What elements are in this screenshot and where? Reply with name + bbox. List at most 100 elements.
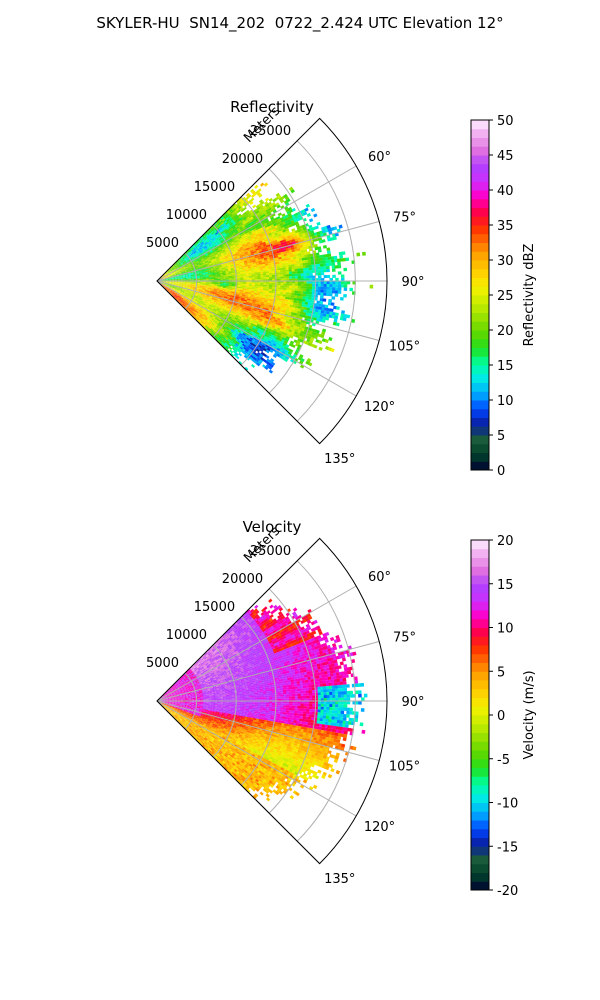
- radar-cell: [305, 203, 310, 208]
- radar-cell: [166, 271, 170, 275]
- radar-cell: [168, 270, 172, 273]
- radar-cell: [199, 272, 204, 275]
- radar-cell: [185, 265, 189, 268]
- radar-cell: [196, 254, 200, 258]
- radar-cell: [188, 275, 192, 277]
- radar-cell: [173, 266, 177, 270]
- radar-cell: [162, 281, 167, 283]
- radar-cell: [331, 262, 336, 266]
- radar-cell: [196, 273, 201, 275]
- radar-cell: [199, 276, 204, 278]
- radar-cell: [188, 264, 192, 267]
- radar-cell: [237, 286, 241, 289]
- radar-cell: [185, 278, 190, 280]
- radar-cell: [197, 265, 202, 267]
- radar-cell: [167, 285, 171, 288]
- radar-cell: [226, 297, 231, 300]
- radar-cell: [204, 289, 209, 291]
- radar-cell: [190, 288, 195, 290]
- radar-cell: [331, 296, 336, 300]
- radar-cell: [180, 291, 184, 294]
- colorbar-segment: [471, 233, 489, 243]
- radar-cell: [200, 303, 204, 306]
- radar-cell: [175, 271, 179, 274]
- radar-cell: [204, 291, 209, 294]
- radar-cell: [215, 266, 220, 269]
- radar-cell: [199, 286, 204, 288]
- radar-cell: [228, 289, 232, 292]
- radar-cell: [196, 263, 201, 266]
- radar-cell: [225, 289, 229, 292]
- radar-cell: [228, 270, 232, 273]
- radar-cell: [194, 251, 198, 255]
- radar-cell: [169, 292, 173, 295]
- radar-cell: [185, 279, 190, 280]
- radar-cell: [178, 273, 183, 275]
- radar-cell: [197, 257, 202, 261]
- radar-cell: [162, 277, 166, 279]
- radar-cell: [162, 283, 166, 286]
- radar-cell: [212, 293, 217, 296]
- radar-cell: [182, 285, 186, 287]
- radar-cell: [176, 293, 180, 296]
- radar-cell: [166, 287, 170, 290]
- radar-cell: [199, 271, 203, 273]
- radar-cell: [207, 300, 212, 303]
- radar-cell: [206, 256, 211, 259]
- radar-cell: [216, 259, 221, 262]
- radar-cell: [203, 309, 207, 312]
- radar-cell: [207, 307, 211, 311]
- radar-cell: [197, 306, 202, 310]
- radar-cell: [222, 249, 226, 252]
- radar-cell: [224, 267, 229, 270]
- radar-cell: [188, 293, 193, 296]
- radar-cell: [187, 290, 191, 292]
- colorbar-tick-label: 10: [497, 394, 514, 409]
- radar-cell: [203, 296, 207, 299]
- radar-cell: [185, 260, 190, 263]
- radar-cell: [173, 274, 177, 276]
- radar-cell: [222, 273, 227, 276]
- radar-cell: [199, 298, 203, 302]
- radar-cell: [180, 257, 184, 261]
- radar-cell: [189, 267, 193, 270]
- radar-cell: [189, 255, 193, 258]
- radar-cell: [201, 300, 206, 303]
- radar-cell: [195, 299, 200, 302]
- radar-cell: [179, 281, 184, 282]
- radar-cell: [197, 301, 202, 305]
- radar-cell: [183, 298, 187, 301]
- radar-cell: [161, 284, 165, 287]
- radar-cell: [212, 256, 217, 259]
- radar-cell: [228, 301, 233, 304]
- radar-cell: [196, 298, 200, 301]
- radar-cell: [209, 256, 214, 259]
- radar-cell: [195, 299, 199, 303]
- radar-cell: [169, 266, 173, 270]
- radar-cell: [174, 269, 178, 272]
- radar-cell: [164, 285, 168, 288]
- radar-cell: [337, 261, 341, 266]
- radar-cell: [206, 303, 211, 306]
- radar-cell: [219, 250, 224, 253]
- radar-cell: [181, 295, 185, 299]
- radar-cell: [169, 288, 173, 291]
- radar-cell: [170, 268, 174, 271]
- radar-cell: [213, 269, 218, 272]
- radar-cell: [210, 288, 215, 291]
- radar-cell: [167, 275, 171, 277]
- radar-cell: [191, 285, 195, 287]
- radar-cell: [180, 268, 184, 271]
- radar-cell: [173, 292, 177, 295]
- radar-cell: [217, 284, 221, 286]
- radar-cell: [233, 255, 238, 258]
- radar-cell: [214, 277, 218, 279]
- radar-cell: [170, 286, 174, 289]
- radar-cell: [167, 290, 171, 294]
- radar-cell: [324, 304, 329, 309]
- radar-cell: [326, 247, 331, 252]
- radar-cell: [198, 310, 203, 314]
- radar-cell: [214, 297, 219, 300]
- radar-cell: [211, 286, 215, 289]
- radar-cell: [182, 282, 187, 284]
